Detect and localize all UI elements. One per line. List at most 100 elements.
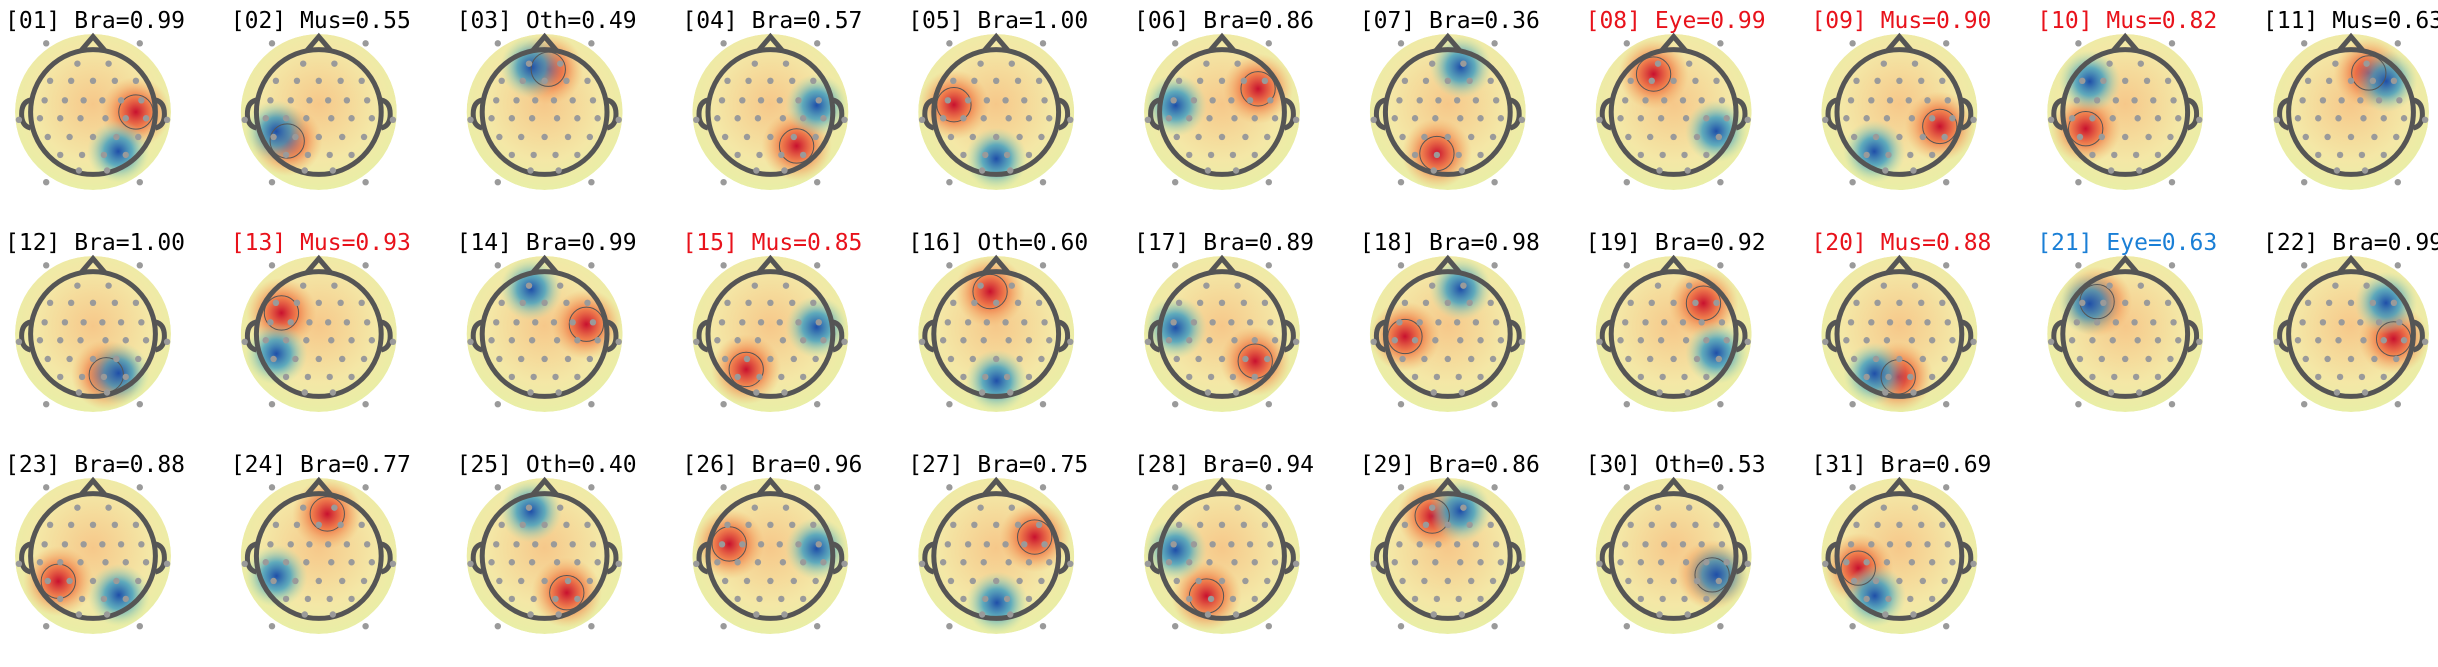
electrode: [1209, 319, 1216, 326]
ear-left: [2277, 319, 2290, 353]
nose: [2337, 32, 2365, 53]
component-label: [14] Bra=0.99: [457, 230, 637, 256]
electrode: [1698, 97, 1705, 104]
electrode: [718, 541, 726, 548]
electrode: [589, 319, 597, 326]
electrode: [2168, 179, 2176, 186]
ear-left: [1599, 97, 1612, 131]
electrode: [494, 484, 501, 491]
ear-left: [922, 319, 935, 353]
ear-right: [1057, 541, 1071, 575]
electrode: [102, 559, 109, 566]
electrode: [1943, 623, 1950, 630]
electrode: [983, 97, 991, 104]
electrode: [1924, 541, 1931, 548]
electrode: [2400, 115, 2408, 122]
nose: [304, 254, 333, 275]
electrode: [1863, 151, 1870, 159]
contour: [1240, 71, 1276, 107]
electrode: [300, 282, 307, 289]
ear-left: [470, 541, 483, 575]
electrode: [315, 133, 322, 141]
ear-right: [2412, 319, 2425, 353]
electrode: [552, 595, 559, 603]
electrode: [2347, 299, 2355, 306]
electrode: [1038, 577, 1045, 585]
electrode: [1918, 521, 1925, 528]
electrode: [739, 541, 746, 548]
electrode: [136, 40, 143, 47]
head-outline: [1834, 269, 1965, 399]
electrode: [751, 282, 758, 289]
electrode: [1411, 559, 1419, 566]
electrode: [2136, 389, 2143, 396]
topomap: [466, 256, 623, 412]
electrode: [1186, 151, 1193, 159]
electrode: [306, 97, 313, 104]
electrode: [1723, 559, 1730, 566]
electrode: [1231, 115, 1238, 122]
electrode: [1693, 577, 1701, 585]
electrode: [1648, 299, 1655, 306]
electrode: [1218, 77, 1226, 85]
electrode: [586, 355, 594, 363]
nose: [79, 32, 107, 53]
electrode: [389, 116, 397, 124]
electrode: [1853, 299, 1860, 306]
component-label: [04] Bra=0.57: [682, 8, 862, 34]
electrode: [1661, 319, 1668, 326]
electrode: [2150, 97, 2157, 104]
electrode: [964, 541, 972, 548]
electrode: [756, 595, 763, 603]
electrode: [615, 116, 622, 124]
electrode: [1433, 151, 1441, 159]
electrode: [513, 319, 520, 326]
electrode: [1014, 77, 1022, 85]
electrode: [745, 299, 752, 306]
electrode: [1911, 282, 1919, 289]
electrode: [136, 262, 143, 269]
electrode: [552, 373, 559, 381]
electrode: [1623, 179, 1631, 186]
electrode: [1623, 401, 1631, 408]
electrode: [790, 355, 797, 363]
electrode: [778, 151, 785, 159]
electrode: [721, 133, 729, 141]
electrode: [1005, 559, 1012, 566]
nose: [1433, 32, 1462, 53]
electrode: [329, 611, 337, 618]
electrode: [1843, 559, 1850, 566]
electrode: [1468, 133, 1475, 141]
electrode: [1692, 521, 1699, 528]
electrode: [1943, 484, 1950, 491]
electrode: [99, 97, 106, 104]
component-label: [02] Mus=0.55: [231, 8, 411, 34]
electrode: [1021, 541, 1028, 548]
topomap-panel: [26] Bra=0.96: [682, 452, 862, 634]
electrode: [1267, 541, 1274, 548]
topomap-panel: [15] Mus=0.85: [682, 230, 862, 412]
electrode: [2363, 60, 2370, 67]
electrode: [776, 319, 783, 326]
electrode: [1207, 595, 1215, 603]
component-label: [07] Bra=0.36: [1360, 8, 1540, 34]
electrode: [815, 541, 822, 548]
electrode: [1203, 60, 1210, 67]
electrode: [552, 151, 559, 159]
topomap-panel: [07] Bra=0.36: [1360, 8, 1540, 190]
electrode: [498, 521, 505, 528]
electrode: [1014, 299, 1022, 306]
electrode: [1886, 319, 1894, 326]
electrode: [1617, 559, 1624, 566]
electrode: [767, 77, 774, 85]
electrode: [799, 115, 807, 122]
electrode: [2338, 319, 2345, 326]
electrode: [1693, 355, 1701, 363]
nose: [530, 254, 559, 275]
electrode: [513, 97, 520, 104]
electrode: [1949, 115, 1956, 122]
electrode: [1939, 521, 1946, 528]
electrode: [2134, 337, 2141, 344]
electrode: [1497, 115, 1505, 122]
electrode: [1849, 179, 1856, 186]
